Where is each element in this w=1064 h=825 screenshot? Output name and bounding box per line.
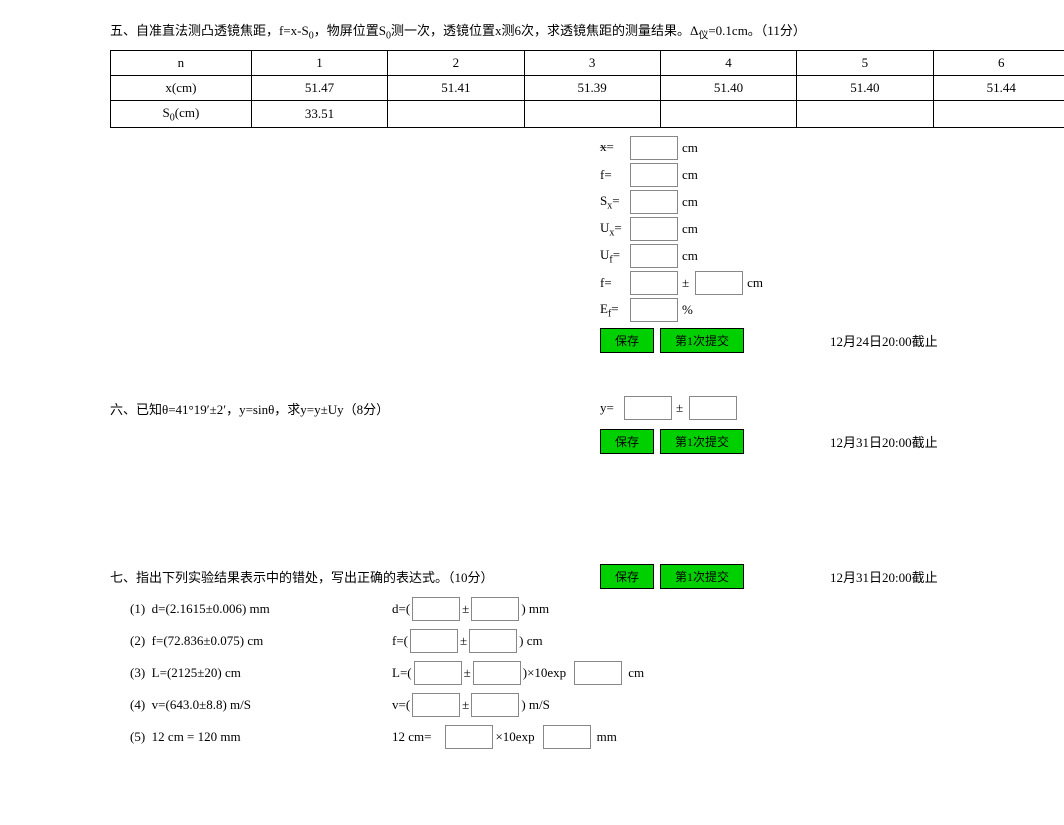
q5-deadline: 12月24日20:00截止 — [830, 331, 938, 350]
uy-input[interactable] — [689, 396, 737, 420]
uf-input[interactable] — [630, 244, 678, 268]
q6-submit-button[interactable]: 第1次提交 — [660, 429, 744, 454]
q7-1-a-input[interactable] — [412, 597, 460, 621]
q7-item-2: (2) f=(72.836±0.075) cm f=( ± ) cm — [130, 629, 1034, 653]
f1-input[interactable] — [630, 163, 678, 187]
q5-prompt: 五、自准直法测凸透镜焦距，f=x-S0，物屏位置S0测一次，透镜位置x测6次，求… — [110, 20, 1004, 42]
field-ef: Ef= % — [600, 298, 1034, 322]
q7-item-4: (4) v=(643.0±8.8) m/S v=( ± ) m/S — [130, 693, 1034, 717]
table-row: x(cm) 51.47 51.41 51.39 51.40 51.40 51.4… — [111, 75, 1064, 100]
sx-input[interactable] — [630, 190, 678, 214]
q7-4-a-input[interactable] — [412, 693, 460, 717]
q7-1-b-input[interactable] — [471, 597, 519, 621]
q7-prompt: 七、指出下列实验结果表示中的错处，写出正确的表达式。（10分） — [110, 567, 600, 586]
ef-input[interactable] — [630, 298, 678, 322]
q6-prompt: 六、已知θ=41°19′±2′，y=sinθ，求y=y±Uy（8分） — [110, 399, 600, 418]
q7-save-button[interactable]: 保存 — [600, 564, 654, 589]
q7-3-a-input[interactable] — [414, 661, 462, 685]
q7-5-exp-input[interactable] — [543, 725, 591, 749]
q7-item-1: (1) d=(2.1615±0.006) mm d=( ± ) mm — [130, 597, 1034, 621]
q7-3-b-input[interactable] — [473, 661, 521, 685]
field-sx: Sx= cm — [600, 190, 1034, 214]
xbar-label: x= — [600, 142, 630, 155]
q7-2-b-input[interactable] — [469, 629, 517, 653]
y-input[interactable] — [624, 396, 672, 420]
table-row: S0(cm) 33.51 — [111, 100, 1064, 128]
field-y: y= ± — [600, 396, 737, 420]
field-xbar: x= cm — [600, 136, 1034, 160]
field-ux: Ux= cm — [600, 217, 1034, 241]
field-f2: f= ± cm — [600, 271, 1034, 295]
q5-submit-button[interactable]: 第1次提交 — [660, 328, 744, 353]
q7-5-a-input[interactable] — [445, 725, 493, 749]
f2b-input[interactable] — [695, 271, 743, 295]
q7-3-exp-input[interactable] — [574, 661, 622, 685]
q7-2-a-input[interactable] — [410, 629, 458, 653]
unit-cm: cm — [682, 140, 698, 156]
q7-item-5: (5) 12 cm = 120 mm 12 cm= ×10exp mm — [130, 725, 1034, 749]
q7-submit-button[interactable]: 第1次提交 — [660, 564, 744, 589]
field-f1: f= cm — [600, 163, 1034, 187]
field-uf: Uf= cm — [600, 244, 1034, 268]
f2a-input[interactable] — [630, 271, 678, 295]
q7-4-b-input[interactable] — [471, 693, 519, 717]
q6-deadline: 12月31日20:00截止 — [830, 432, 938, 451]
q5-table: n 1 2 3 4 5 6 x(cm) 51.47 51.41 51.39 51… — [110, 50, 1064, 129]
table-row: n 1 2 3 4 5 6 — [111, 50, 1064, 75]
q7-deadline: 12月31日20:00截止 — [830, 567, 938, 586]
ux-input[interactable] — [630, 217, 678, 241]
q5-save-button[interactable]: 保存 — [600, 328, 654, 353]
q7-item-3: (3) L=(2125±20) cm L=( ± )×10exp cm — [130, 661, 1034, 685]
q6-save-button[interactable]: 保存 — [600, 429, 654, 454]
xbar-input[interactable] — [630, 136, 678, 160]
